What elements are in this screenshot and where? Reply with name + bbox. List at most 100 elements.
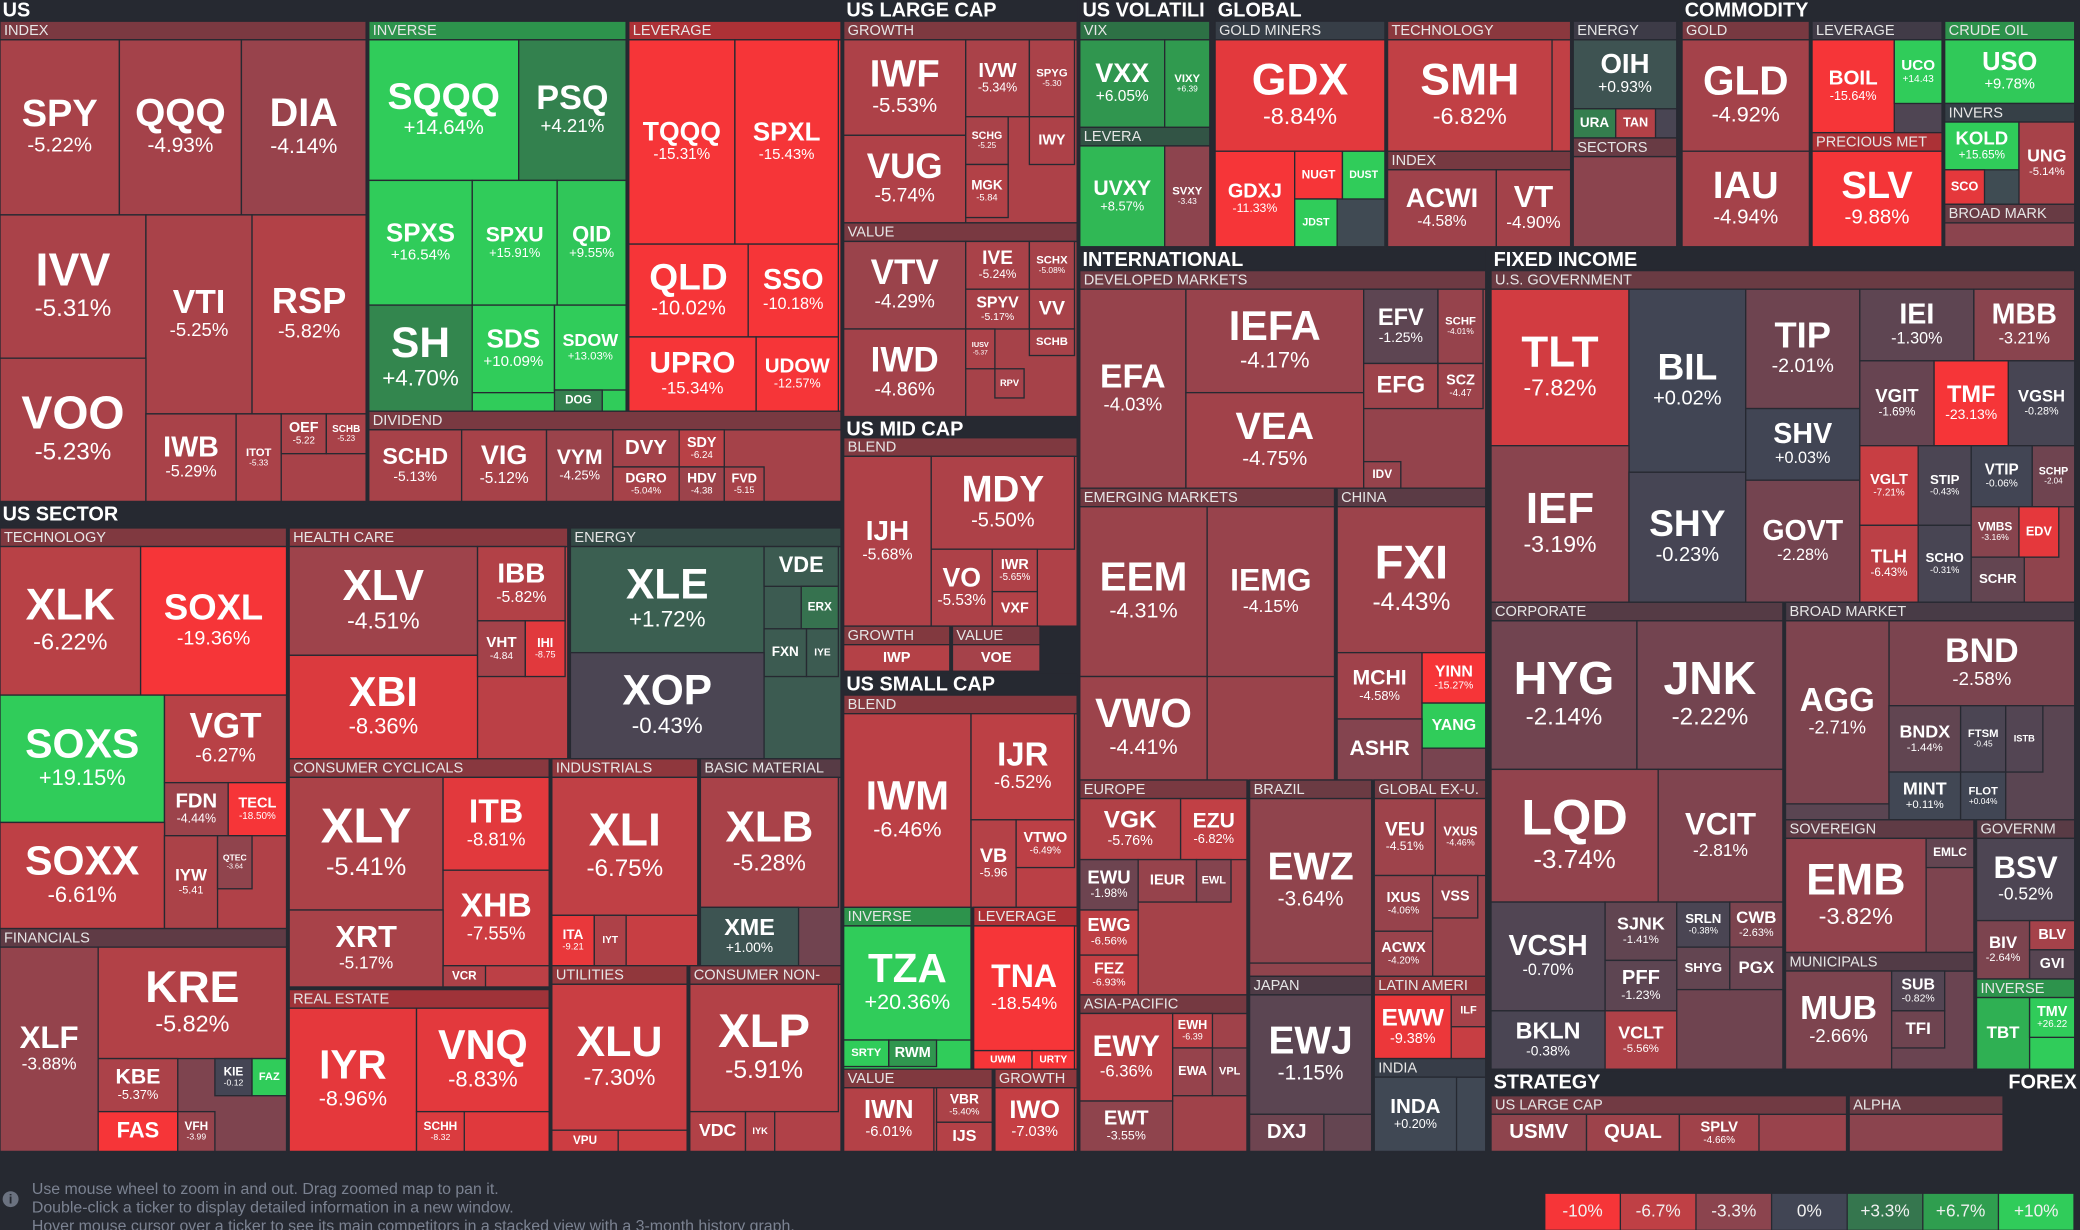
- ticker-tile[interactable]: [1373, 874, 1434, 932]
- ticker-tile[interactable]: [1386, 169, 1497, 248]
- ticker-tile[interactable]: [1171, 1012, 1214, 1049]
- ticker-tile[interactable]: [551, 776, 699, 916]
- ticker-tile[interactable]: [994, 1087, 1076, 1153]
- ticker-tile[interactable]: [442, 869, 550, 967]
- ticker-tile[interactable]: [1206, 506, 1336, 678]
- ticker-tile[interactable]: [843, 713, 972, 909]
- ticker-tile[interactable]: [2028, 919, 2076, 951]
- ticker-tile[interactable]: [1185, 288, 1365, 394]
- ticker-tile[interactable]: [1386, 39, 1553, 152]
- ticker-tile[interactable]: [1490, 901, 1606, 1012]
- ticker-tile[interactable]: [1784, 620, 1890, 805]
- ticker-tile[interactable]: [1171, 1047, 1214, 1097]
- ticker-tile[interactable]: [1248, 797, 1373, 964]
- ticker-tile[interactable]: [1970, 556, 2025, 603]
- ticker-tile[interactable]: [1028, 240, 1076, 290]
- ticker-tile[interactable]: [689, 1110, 747, 1153]
- ticker-tile[interactable]: [471, 304, 556, 394]
- ticker-tile[interactable]: [1185, 391, 1365, 489]
- ticker-tile[interactable]: [965, 328, 996, 370]
- ticker-tile[interactable]: [476, 620, 526, 678]
- ticker-tile[interactable]: [1959, 771, 2007, 821]
- ticker-tile[interactable]: [368, 39, 520, 182]
- ticker-tile[interactable]: [1437, 362, 1484, 410]
- ticker-tile[interactable]: [843, 644, 951, 672]
- ticker-tile[interactable]: [415, 1007, 550, 1113]
- ticker-tile[interactable]: [612, 466, 680, 503]
- ticker-tile[interactable]: [1137, 858, 1198, 903]
- ticker-tile[interactable]: [612, 429, 680, 468]
- ticker-tile[interactable]: [551, 1129, 619, 1153]
- ticker-tile[interactable]: [1079, 1100, 1174, 1153]
- ticker-tile[interactable]: [1657, 768, 1784, 903]
- ticker-tile[interactable]: [1079, 797, 1182, 861]
- ticker-tile[interactable]: [1784, 837, 1927, 954]
- ticker-tile[interactable]: [1490, 1113, 1588, 1153]
- ticker-tile[interactable]: [545, 429, 614, 503]
- ticker-tile[interactable]: [763, 545, 840, 587]
- ticker-tile[interactable]: [1859, 524, 1919, 603]
- ticker-tile[interactable]: [368, 304, 473, 412]
- ticker-tile[interactable]: [699, 776, 840, 909]
- ticker-tile[interactable]: [145, 413, 237, 503]
- ticker-tile[interactable]: [118, 39, 243, 216]
- ticker-tile[interactable]: [415, 1110, 465, 1153]
- ticker-tile[interactable]: [1336, 651, 1423, 720]
- ticker-tile[interactable]: [843, 328, 967, 418]
- ticker-tile[interactable]: [1164, 145, 1211, 248]
- ticker-tile[interactable]: [1079, 39, 1166, 129]
- ticker-tile[interactable]: [1681, 150, 1811, 248]
- ticker-tile[interactable]: [368, 429, 463, 503]
- ticker-tile[interactable]: [569, 651, 765, 760]
- ticker-tile[interactable]: [2018, 506, 2060, 558]
- ticker-tile[interactable]: [1079, 954, 1139, 996]
- ticker-tile[interactable]: [1079, 506, 1208, 678]
- ticker-tile[interactable]: [1811, 150, 1943, 248]
- ticker-tile[interactable]: [1028, 116, 1076, 166]
- ticker-tile[interactable]: [1811, 39, 1895, 134]
- ticker-tile[interactable]: [1917, 524, 1972, 603]
- ticker-tile[interactable]: [1604, 901, 1678, 962]
- ticker-tile[interactable]: [97, 946, 288, 1060]
- ticker-tile[interactable]: [2018, 121, 2076, 205]
- ticker-tile[interactable]: [2028, 949, 2076, 980]
- ticker-tile[interactable]: [1604, 1010, 1678, 1070]
- ticker-tile[interactable]: [288, 909, 444, 988]
- ticker-tile[interactable]: [251, 1057, 288, 1097]
- ticker-tile[interactable]: [970, 713, 1076, 821]
- ticker-tile[interactable]: [1195, 858, 1232, 903]
- ticker-tile[interactable]: [1975, 996, 2031, 1070]
- ticker-tile[interactable]: [994, 368, 1025, 399]
- ticker-tile[interactable]: [965, 240, 1031, 290]
- ticker-tile[interactable]: [965, 163, 1009, 219]
- ticker-tile[interactable]: [1079, 145, 1166, 248]
- ticker-tile[interactable]: [1434, 797, 1487, 877]
- ticker-tile[interactable]: [593, 914, 627, 967]
- ticker-tile[interactable]: [1681, 39, 1811, 152]
- ticker-tile[interactable]: [325, 413, 367, 455]
- ticker-tile[interactable]: [0, 545, 142, 696]
- ticker-tile[interactable]: [699, 906, 800, 967]
- ticker-tile[interactable]: [1859, 360, 1935, 447]
- ticker-tile[interactable]: [951, 644, 1041, 672]
- ticker-tile[interactable]: [935, 1121, 993, 1153]
- ticker-tile[interactable]: [1925, 837, 1975, 869]
- ticker-tile[interactable]: [1373, 930, 1434, 977]
- ticker-tile[interactable]: [843, 1087, 935, 1153]
- ticker-tile[interactable]: [1431, 874, 1479, 919]
- ticker-tile[interactable]: [0, 357, 147, 503]
- ticker-tile[interactable]: [755, 336, 840, 412]
- ticker-tile[interactable]: [1079, 675, 1208, 781]
- ticker-tile[interactable]: [1975, 837, 2076, 922]
- ticker-tile[interactable]: [1893, 39, 1943, 105]
- ticker-tile[interactable]: [1944, 121, 2020, 171]
- ticker-tile[interactable]: [139, 545, 288, 696]
- ticker-tile[interactable]: [553, 304, 627, 391]
- ticker-tile[interactable]: [551, 914, 595, 967]
- ticker-tile[interactable]: [628, 336, 757, 412]
- ticker-tile[interactable]: [843, 925, 972, 1041]
- ticker-tile[interactable]: [1211, 1047, 1248, 1097]
- ticker-tile[interactable]: [1028, 288, 1076, 330]
- ticker-tile[interactable]: [1959, 705, 2007, 773]
- ticker-tile[interactable]: [2028, 996, 2076, 1039]
